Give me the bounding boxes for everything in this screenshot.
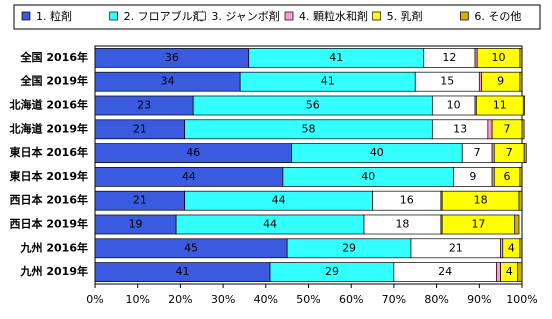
value-label: 56 <box>306 99 320 112</box>
bar-segment <box>514 214 520 235</box>
value-label: 40 <box>361 170 375 183</box>
value-label: 6 <box>504 170 511 183</box>
legend-label: 5. 乳剤 <box>387 9 423 23</box>
x-tick-label: 10% <box>125 293 149 306</box>
value-label: 12 <box>442 51 456 64</box>
bar-segment <box>496 262 502 282</box>
y-tick-label: 九州 2016年 <box>20 240 88 254</box>
value-label: 10 <box>447 99 461 112</box>
value-label: 17 <box>471 218 485 231</box>
bar-segment <box>519 238 523 259</box>
value-label: 16 <box>400 194 414 207</box>
value-label: 24 <box>438 265 452 278</box>
y-tick-label: 北海道 2019年 <box>10 121 88 135</box>
value-label: 41 <box>321 75 335 88</box>
legend-label: 3. ジャンボ剤 <box>211 9 279 23</box>
y-tick-label: 西日本 2016年 <box>10 193 88 207</box>
bar-segment <box>519 48 523 68</box>
y-tick-label: 九州 2019年 <box>20 264 88 278</box>
legend-box <box>13 4 541 30</box>
value-label: 58 <box>302 122 316 135</box>
y-tick-label: 西日本 2019年 <box>10 217 88 231</box>
value-label: 29 <box>325 265 339 278</box>
value-label: 4 <box>506 265 513 278</box>
x-tick-label: 50% <box>296 293 320 306</box>
value-label: 34 <box>161 75 175 88</box>
legend-label: 1. 粒剤 <box>36 9 72 23</box>
value-label: 40 <box>370 146 384 159</box>
legend-swatch <box>109 11 119 21</box>
x-tick-label: 100% <box>506 293 537 306</box>
value-label: 18 <box>395 218 409 231</box>
x-tick-label: 20% <box>168 293 192 306</box>
value-label: 18 <box>474 194 488 207</box>
bar-segment <box>487 119 493 140</box>
value-label: 15 <box>440 75 454 88</box>
x-tick-label: 60% <box>339 293 363 306</box>
bar-segment <box>522 95 525 116</box>
value-label: 41 <box>176 265 190 278</box>
y-tick-label: 北海道 2016年 <box>10 98 88 112</box>
x-tick-label: 70% <box>382 293 406 306</box>
legend-swatch <box>459 11 469 21</box>
legend-swatch <box>196 11 206 21</box>
value-label: 7 <box>504 122 511 135</box>
value-label: 44 <box>272 194 286 207</box>
value-label: 10 <box>492 51 506 64</box>
value-label: 44 <box>263 218 277 231</box>
legend-label: 4. 顆粒水和剤 <box>299 9 368 23</box>
value-label: 21 <box>133 194 147 207</box>
bar-segment <box>518 190 523 211</box>
value-label: 45 <box>184 241 198 254</box>
legend-swatch <box>372 11 382 21</box>
x-tick-label: 0% <box>86 293 103 306</box>
value-label: 41 <box>329 51 343 64</box>
x-tick-label: 90% <box>467 293 491 306</box>
value-label: 46 <box>186 146 200 159</box>
y-tick-label: 東日本 2019年 <box>10 169 88 183</box>
bar-segment <box>519 167 523 187</box>
value-label: 44 <box>182 170 196 183</box>
x-tick-label: 30% <box>211 293 235 306</box>
value-label: 11 <box>493 99 507 112</box>
value-label: 21 <box>133 122 147 135</box>
x-tick-label: 80% <box>424 293 448 306</box>
legend-swatch <box>21 11 31 21</box>
value-label: 4 <box>508 241 515 254</box>
value-label: 9 <box>497 75 504 88</box>
bar-segment <box>517 262 523 282</box>
value-label: 7 <box>506 146 513 159</box>
y-tick-label: 全国 2016年 <box>20 50 88 64</box>
legend-swatch <box>284 11 294 21</box>
value-label: 7 <box>474 146 481 159</box>
y-tick-label: 全国 2019年 <box>20 74 88 88</box>
value-label: 13 <box>453 122 467 135</box>
value-label: 23 <box>137 99 151 112</box>
value-label: 9 <box>469 170 476 183</box>
x-tick-label: 40% <box>254 293 278 306</box>
value-label: 36 <box>165 51 179 64</box>
bar-segment <box>521 119 525 140</box>
bar-segment <box>523 143 527 163</box>
value-label: 19 <box>129 218 143 231</box>
legend-label: 6. その他 <box>474 10 521 23</box>
y-tick-label: 東日本 2016年 <box>10 145 88 159</box>
value-label: 21 <box>449 241 463 254</box>
bar-segment <box>519 71 523 92</box>
legend-label: 2. フロアブル剤 <box>124 9 204 23</box>
value-label: 29 <box>342 241 356 254</box>
